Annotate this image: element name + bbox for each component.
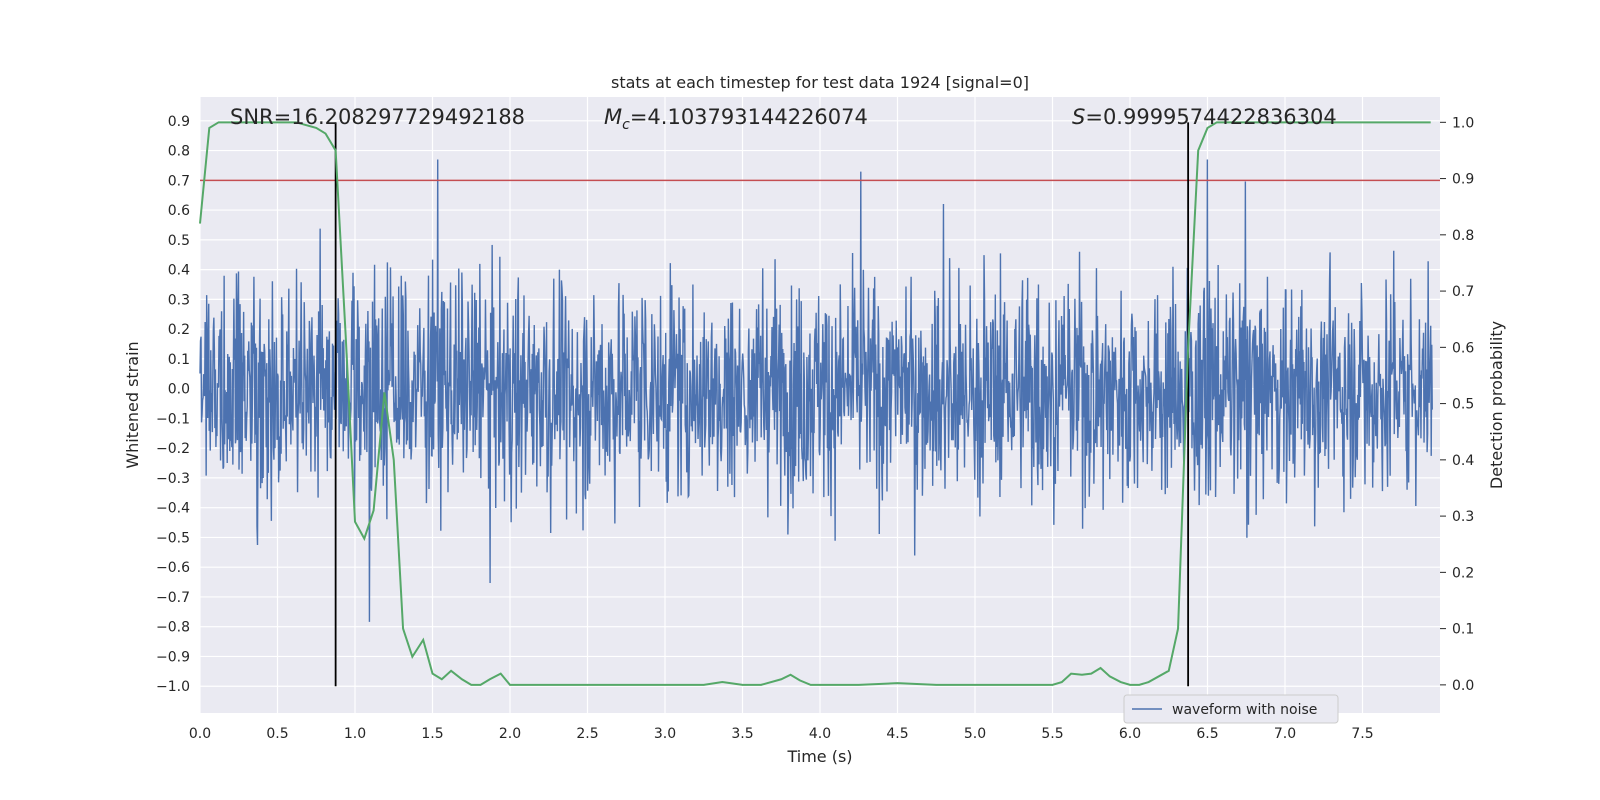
x-tick-label: 6.0	[1119, 726, 1141, 742]
y-tick-label-left: −1.0	[156, 679, 190, 695]
y-tick-label-left: 0.4	[168, 263, 190, 279]
score-annotation: S=0.9999574422836304	[1072, 105, 1337, 129]
x-tick-label: 2.0	[499, 726, 521, 742]
y-tick-label-right: 0.9	[1452, 172, 1474, 188]
y-tick-label-left: −0.3	[156, 471, 190, 487]
y-tick-label-left: −0.4	[156, 501, 190, 517]
x-tick-label: 2.5	[576, 726, 598, 742]
series-waveform-with-noise	[199, 159, 1433, 622]
y-tick-label-left: 0.8	[168, 144, 190, 160]
x-tick-label: 4.0	[809, 726, 831, 742]
y-tick-label-left: −0.8	[156, 620, 190, 636]
legend-box	[1123, 694, 1339, 724]
chirp-mass-symbol: M	[604, 105, 622, 129]
chirp-mass-value: =4.103793144226074	[630, 105, 868, 129]
y-axis-label-left: Whitened strain	[123, 341, 142, 468]
y-tick-label-left: −0.7	[156, 590, 190, 606]
y-tick-label-left: 0.1	[168, 352, 190, 368]
x-tick-label: 7.0	[1274, 726, 1296, 742]
x-tick-label: 3.0	[654, 726, 676, 742]
y-tick-label-left: 0.9	[168, 114, 190, 130]
x-tick-label: 6.5	[1196, 726, 1218, 742]
x-tick-label: 0.0	[189, 726, 211, 742]
y-axis-label-right: Detection probability	[1487, 321, 1506, 489]
y-tick-label-right: 0.6	[1452, 340, 1474, 356]
y-tick-label-right: 0.5	[1452, 397, 1474, 413]
y-tick-label-left: −0.2	[156, 441, 190, 457]
x-tick-label: 5.5	[1041, 726, 1063, 742]
axis-ticks: 0.0 0.5 1.0 1.5 2.0 2.5 3.0 3.5 4.0 4.5 5.0 5.5 6.0 6…	[156, 114, 1474, 742]
snr-annotation: SNR=16.208297729492188	[230, 105, 525, 129]
chirp-mass-subscript: c	[622, 117, 630, 133]
y-tick-label-right: 0.8	[1452, 228, 1474, 244]
waveform-line	[199, 159, 1433, 622]
legend-entry-waveform: waveform with noise	[1172, 702, 1317, 718]
y-tick-label-right: 0.7	[1452, 284, 1474, 300]
chirp-mass-annotation: Mc=4.103793144226074	[604, 105, 868, 133]
series-detection-probability	[199, 121, 1431, 686]
vertical-markers	[334, 122, 1190, 687]
y-tick-label-right: 0.4	[1452, 453, 1474, 469]
y-tick-label-left: −0.6	[156, 560, 190, 576]
chart-title: stats at each timestep for test data 192…	[611, 73, 1029, 92]
y-tick-label-left: 0.7	[168, 173, 190, 189]
x-tick-label: 0.5	[266, 726, 288, 742]
x-tick-label: 5.0	[964, 726, 986, 742]
x-axis-label: Time (s)	[786, 747, 852, 766]
x-tick-label: 3.5	[731, 726, 753, 742]
y-tick-label-left: 0.5	[168, 233, 190, 249]
y-tick-label-right: 1.0	[1452, 115, 1474, 131]
detection-probability-line	[199, 121, 1431, 686]
x-tick-label: 1.5	[421, 726, 443, 742]
y-tick-label-left: −0.5	[156, 530, 190, 546]
y-tick-label-left: 0.2	[168, 322, 190, 338]
y-tick-label-left: −0.9	[156, 649, 190, 665]
legend: waveform with noise	[1123, 694, 1339, 724]
x-tick-label: 4.5	[886, 726, 908, 742]
x-tick-label: 1.0	[344, 726, 366, 742]
y-tick-label-left: −0.1	[156, 411, 190, 427]
score-symbol: S	[1072, 105, 1085, 129]
y-tick-label-left: 0.0	[168, 382, 190, 398]
score-value: =0.9999574422836304	[1085, 105, 1336, 129]
y-tick-label-left: 0.6	[168, 203, 190, 219]
y-tick-label-right: 0.1	[1452, 622, 1474, 638]
y-tick-label-right: 0.3	[1452, 509, 1474, 525]
x-tick-label: 7.5	[1351, 726, 1373, 742]
y-tick-label-left: 0.3	[168, 292, 190, 308]
y-tick-label-right: 0.0	[1452, 678, 1474, 694]
y-tick-label-right: 0.2	[1452, 565, 1474, 581]
